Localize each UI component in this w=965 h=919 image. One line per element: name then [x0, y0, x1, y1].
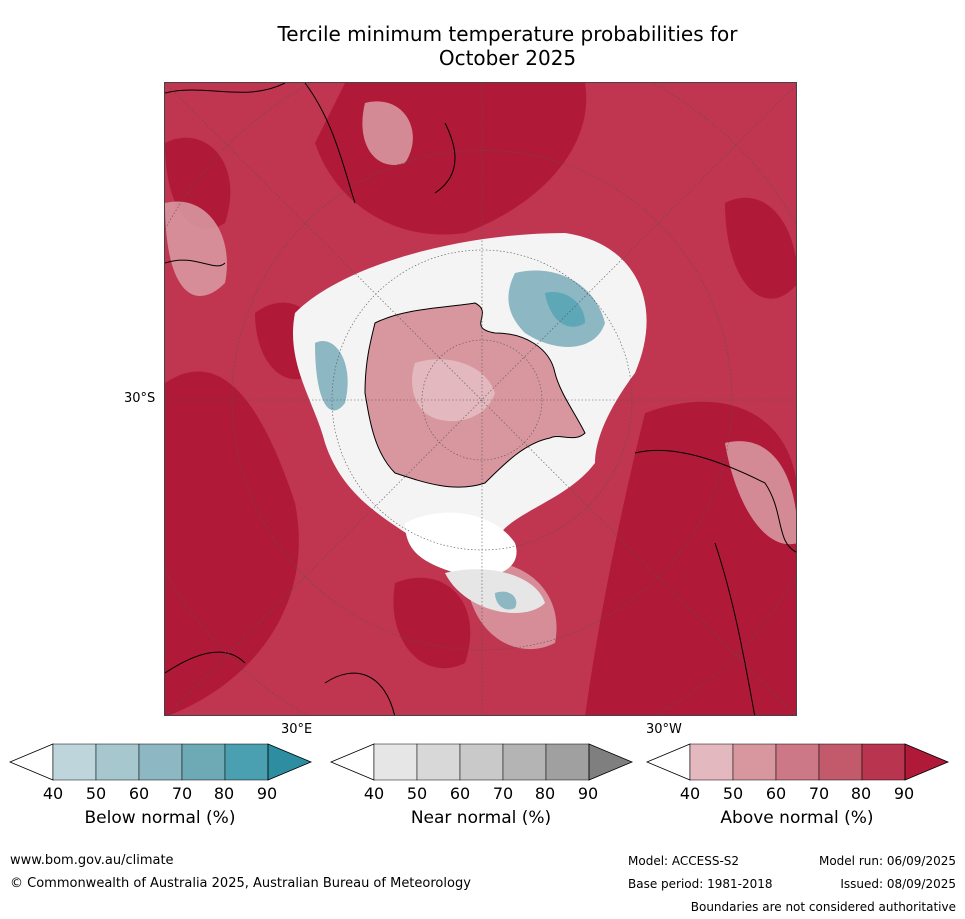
tick-near-40: 40: [363, 784, 385, 803]
colorbar-above-normal-svg: [645, 743, 950, 781]
colorbar-min-arrow: [329, 743, 375, 781]
colorbar-segment: [545, 743, 590, 781]
colorbar-near-normal: [329, 743, 634, 781]
colorbar-segment: [502, 743, 547, 781]
colorbar-segment: [861, 743, 906, 781]
colorbar-segment: [224, 743, 269, 781]
footer-disclaimer: Boundaries are not considered authoritat…: [690, 900, 956, 914]
title-line-1: Tercile minimum temperature probabilitie…: [277, 22, 738, 46]
footer-issued: Issued: 08/09/2025: [840, 877, 956, 891]
grey-patch-south: [445, 569, 545, 613]
colorbar-segment: [416, 743, 461, 781]
tick-below-90: 90: [256, 784, 278, 803]
colorbar-segment: [689, 743, 734, 781]
tick-below-40: 40: [42, 784, 64, 803]
ticks-near-normal: 40 50 60 70 80 90: [331, 784, 631, 803]
tick-above-70: 70: [808, 784, 830, 803]
footer-website[interactable]: www.bom.gov.au/climate: [10, 853, 174, 868]
tick-below-80: 80: [213, 784, 235, 803]
map-canvas: [165, 83, 796, 715]
colorbar-max-arrow: [267, 743, 313, 781]
white-patch-south: [405, 512, 517, 577]
tick-above-60: 60: [765, 784, 787, 803]
tick-above-50: 50: [722, 784, 744, 803]
colorbar-segment: [732, 743, 777, 781]
colorbar-below-normal-svg: [8, 743, 313, 781]
ticks-below-normal: 40 50 60 70 80 90: [10, 784, 310, 803]
tick-below-70: 70: [171, 784, 193, 803]
colorbar-title-below: Below normal (%): [84, 808, 236, 828]
graticule: [165, 83, 796, 715]
map-title: Tercile minimum temperature probabilitie…: [0, 22, 965, 70]
footer-copyright: © Commonwealth of Australia 2025, Austra…: [10, 876, 471, 891]
tick-above-80: 80: [850, 784, 872, 803]
footer-model: Model: ACCESS-S2: [628, 854, 740, 868]
ticks-above-normal: 40 50 60 70 80 90: [647, 784, 947, 803]
colorbar-segment: [52, 743, 97, 781]
tick-below-50: 50: [85, 784, 107, 803]
polar-map[interactable]: [164, 82, 797, 716]
title-line-2: October 2025: [438, 46, 577, 70]
footer-base-period: Base period: 1981-2018: [628, 877, 773, 891]
colorbar-near-normal-svg: [329, 743, 634, 781]
colorbar-min-arrow: [645, 743, 691, 781]
colorbar-segment: [818, 743, 863, 781]
tick-near-90: 90: [577, 784, 599, 803]
antarctica-interior: [412, 359, 495, 422]
tick-near-80: 80: [534, 784, 556, 803]
longitude-label-30e: 30°E: [281, 722, 313, 737]
colorbar-below-normal: [8, 743, 313, 781]
coastlines: [165, 83, 796, 715]
colorbar-segment: [138, 743, 183, 781]
latitude-label: 30°S: [124, 391, 156, 406]
tick-above-40: 40: [679, 784, 701, 803]
below-normal-core: [545, 292, 585, 327]
tick-near-70: 70: [492, 784, 514, 803]
colorbar-above-normal: [645, 743, 950, 781]
colorbar-segment: [373, 743, 418, 781]
tick-near-50: 50: [406, 784, 428, 803]
tick-below-60: 60: [128, 784, 150, 803]
tick-near-60: 60: [449, 784, 471, 803]
colorbar-min-arrow: [8, 743, 54, 781]
colorbar-max-arrow: [904, 743, 950, 781]
footer-model-run: Model run: 06/09/2025: [818, 854, 956, 868]
colorbar-title-near: Near normal (%): [410, 808, 552, 828]
colorbar-segment: [775, 743, 820, 781]
tick-above-90: 90: [893, 784, 915, 803]
colorbar-segment: [459, 743, 504, 781]
colorbar-title-above: Above normal (%): [720, 808, 874, 828]
colorbar-segment: [95, 743, 140, 781]
colorbar-segment: [181, 743, 226, 781]
colorbar-max-arrow: [588, 743, 634, 781]
longitude-label-30w: 30°W: [646, 722, 682, 737]
